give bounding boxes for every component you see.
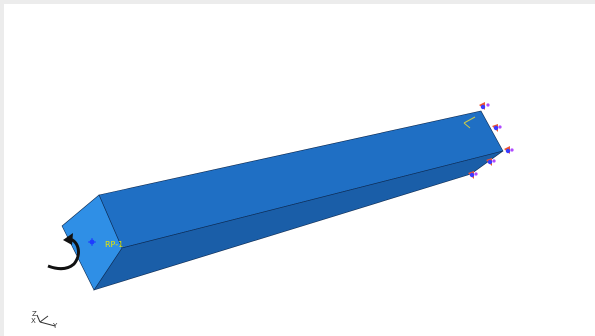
triad-x-label: X	[31, 317, 36, 325]
beam-model-svg	[36, 102, 514, 327]
triad-y-label: Y	[53, 322, 58, 330]
local-csys-icon	[463, 116, 476, 129]
constraint-marker-icons	[468, 102, 514, 179]
reference-point-marker	[88, 238, 96, 246]
model-viewport[interactable]: RP-1 Z X Y	[4, 4, 595, 336]
triad-z-label: Z	[32, 310, 37, 318]
axis-triad-icon	[36, 314, 56, 327]
reference-point-label: RP-1	[105, 240, 124, 249]
rotation-arrow-icon	[47, 233, 80, 271]
